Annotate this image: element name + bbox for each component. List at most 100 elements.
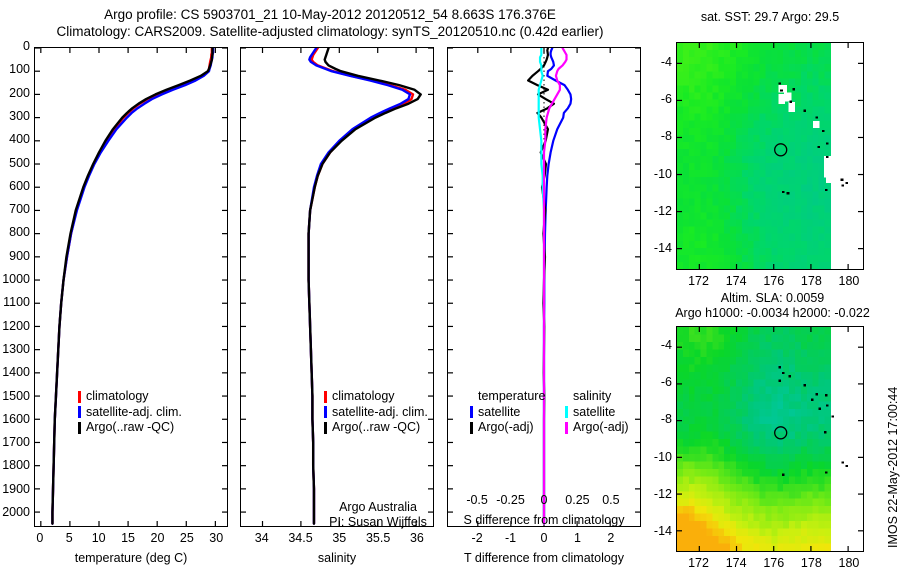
legend-color-swatch — [470, 406, 473, 419]
sla-field — [677, 327, 832, 551]
axis-tick-label: 0 — [540, 531, 548, 545]
axis-tick-label: 0.25 — [565, 493, 590, 507]
legend-entry: climatology — [78, 389, 182, 405]
title-line-1: Argo profile: CS 5903701_21 10-May-2012 … — [104, 7, 556, 22]
axis-tick-label: 400 — [9, 132, 30, 147]
legend-label: climatology — [86, 389, 149, 403]
attribution-line-2: PI: Susan Wijffels — [329, 515, 427, 529]
salinity-profile-plot — [240, 47, 434, 527]
axis-tick-label: -8 — [660, 129, 672, 144]
legend-label: satellite — [478, 404, 521, 419]
axis-tick-label: -10 — [653, 449, 672, 464]
axis-tick-label: -4 — [660, 338, 672, 353]
axis-tick-label: 0 — [540, 493, 548, 507]
axis-tick-label: 1700 — [2, 435, 30, 450]
axis-tick-label: 1600 — [2, 411, 30, 426]
legend-entry: Argo(-adj) — [565, 420, 629, 436]
attribution-block: Argo Australia PI: Susan Wijffels — [318, 500, 438, 530]
temperature-profile-plot — [34, 47, 228, 527]
axis-tick-label: 900 — [9, 248, 30, 263]
page-title: Argo profile: CS 5903701_21 10-May-2012 … — [0, 6, 660, 40]
legend-color-swatch — [324, 406, 327, 419]
axis-tick-label: 600 — [9, 178, 30, 193]
axis-tick-label: 30 — [209, 531, 224, 545]
axis-tick-label: 35 — [332, 531, 347, 545]
axis-tick-label: 1400 — [2, 365, 30, 380]
axis-tick-label: 500 — [9, 155, 30, 170]
axis-tick-label: 100 — [9, 62, 30, 77]
legend-entry: Argo(-adj) — [470, 420, 545, 436]
legend-color-swatch — [565, 421, 568, 434]
axis-tick-label: 20 — [150, 531, 165, 545]
sst-map — [676, 42, 864, 270]
axis-tick-label: -10 — [653, 166, 672, 181]
axis-tick-label: 300 — [9, 108, 30, 123]
difference-profile-canvas — [448, 48, 640, 526]
axis-tick-label: 176 — [763, 556, 785, 570]
axis-tick-label: 10 — [91, 531, 106, 545]
legend-color-swatch — [78, 390, 81, 403]
salinity-profile-canvas — [241, 48, 433, 526]
legend-label: Argo(..raw -QC) — [86, 420, 175, 434]
legend-label: Argo(-adj) — [573, 420, 629, 434]
axis-tick-label: 34.5 — [288, 531, 313, 545]
axis-tick-label: 172 — [688, 556, 709, 570]
sla-map-title-line-2: Argo h1000: -0.0034 h2000: -0.022 — [675, 306, 870, 320]
sst-map-canvas — [677, 43, 863, 269]
axis-tick-label: -6 — [660, 91, 672, 106]
sla-map-title-line-1: Altim. SLA: 0.0059 — [720, 291, 825, 305]
axis-tick-label: 0 — [23, 39, 30, 53]
axis-tick-label: 1 — [573, 531, 581, 545]
difference-legend-temperature-heading: temperature — [478, 389, 546, 403]
axis-tick-label: -0.25 — [496, 493, 525, 507]
axis-tick-label: -14 — [653, 241, 672, 256]
axis-tick-label: -0.5 — [466, 493, 488, 507]
legend-label: satellite-adj. clim. — [86, 404, 182, 419]
axis-tick-label: -12 — [653, 204, 672, 219]
difference-legend-salinity-items: satellite Argo(-adj) — [565, 405, 629, 436]
axis-tick-label: -14 — [653, 523, 672, 538]
difference-salinity-axis-label: S difference from climatology — [463, 513, 625, 527]
axis-tick-label: 35.5 — [365, 531, 391, 545]
axis-tick-label: -4 — [660, 54, 672, 69]
legend-entry: satellite — [470, 405, 545, 421]
axis-tick-label: 700 — [9, 202, 30, 217]
axis-tick-label: 178 — [800, 556, 822, 570]
difference-legend-temperature: temperature satellite Argo(-adj) — [470, 389, 545, 436]
salinity-legend: climatology satellite-adj. clim. Argo(..ra… — [324, 389, 428, 436]
axis-tick-label: 2000 — [2, 505, 30, 520]
axis-tick-label: 800 — [9, 225, 30, 240]
difference-profile-plot — [447, 47, 641, 527]
imos-timestamp: IMOS 22-May-2012 17:00:44 — [886, 386, 900, 548]
axis-tick-label: 2 — [607, 531, 615, 545]
attribution-line-1: Argo Australia — [339, 500, 417, 514]
axis-tick-label: 176 — [763, 274, 785, 288]
axis-tick-label: 34 — [254, 531, 269, 545]
axis-tick-label: 200 — [9, 85, 30, 100]
legend-entry: Argo(..raw -QC) — [324, 420, 428, 436]
sst-field — [677, 43, 832, 269]
axis-tick-label: 174 — [725, 274, 747, 288]
axis-tick-label: 1500 — [2, 388, 30, 403]
axis-tick-label: 1800 — [2, 458, 30, 473]
sla-map — [676, 326, 864, 552]
axis-tick-label: -1 — [504, 531, 517, 545]
axis-tick-label: 25 — [179, 531, 194, 545]
axis-tick-label: 1000 — [2, 272, 30, 286]
legend-entry: satellite — [565, 405, 629, 421]
axis-tick-label: 15 — [121, 531, 135, 545]
axis-tick-label: 1300 — [2, 341, 30, 356]
axis-tick-label: 178 — [800, 274, 822, 288]
axis-tick-label: 180 — [838, 274, 860, 288]
legend-color-swatch — [324, 421, 327, 434]
legend-entry: climatology — [324, 389, 428, 405]
axis-tick-label: 1900 — [2, 481, 30, 496]
salinity-axis-label: salinity — [317, 551, 357, 565]
legend-color-swatch — [324, 390, 327, 403]
axis-tick-label: 0 — [36, 531, 44, 545]
sla-map-title: Altim. SLA: 0.0059 Argo h1000: -0.0034 h… — [655, 291, 890, 321]
legend-label: Argo(..raw -QC) — [332, 420, 421, 434]
legend-label: satellite-adj. clim. — [332, 404, 428, 419]
sst-map-title: sat. SST: 29.7 Argo: 29.5 — [700, 10, 840, 24]
temperature-profile-canvas — [35, 48, 227, 526]
